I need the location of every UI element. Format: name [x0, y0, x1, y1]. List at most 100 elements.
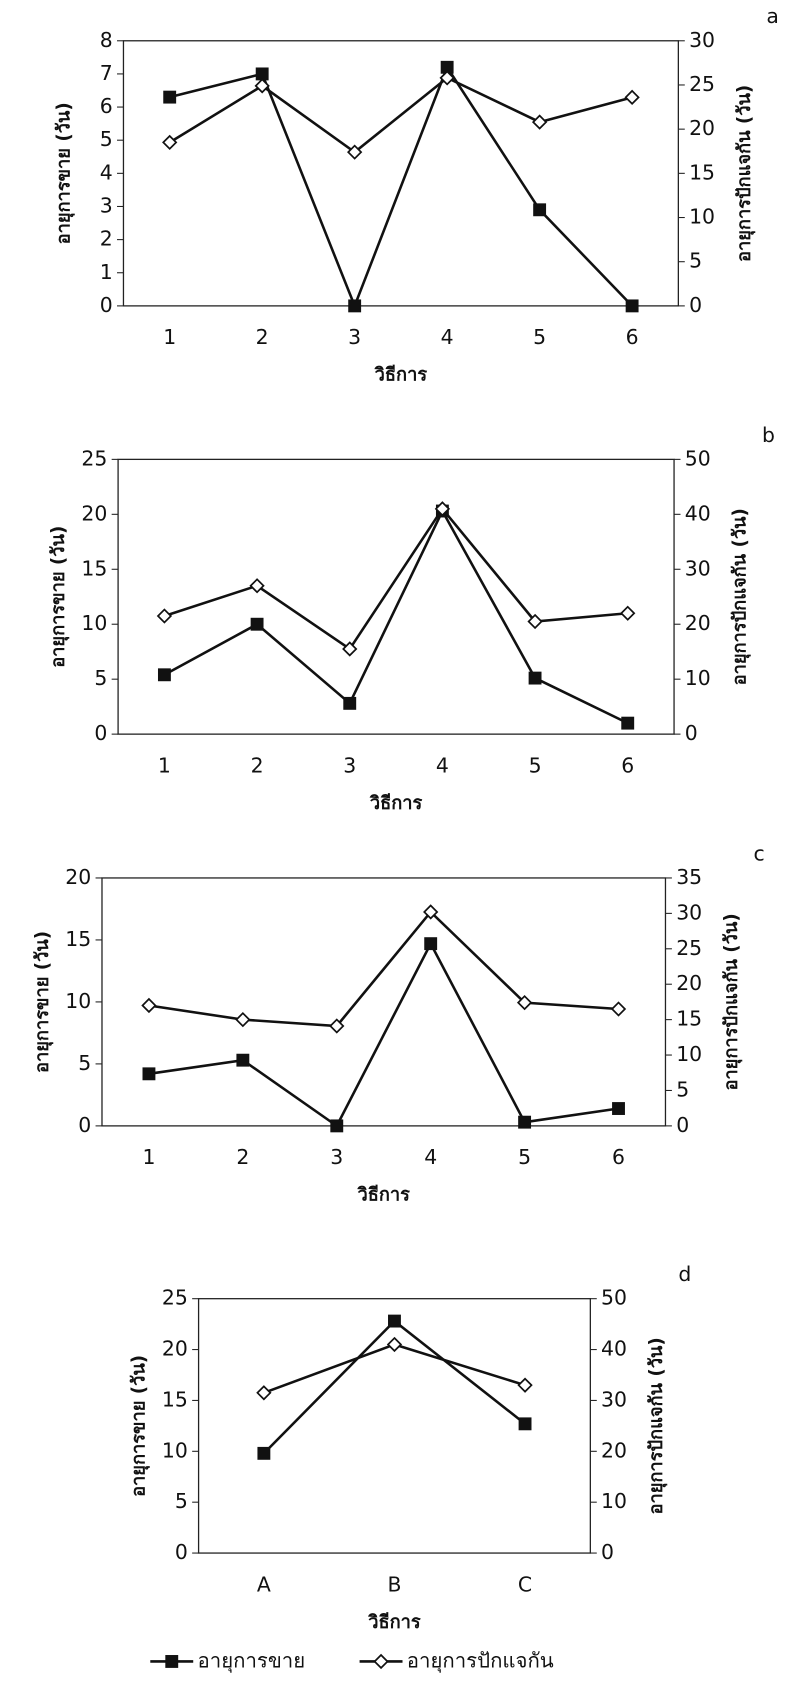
diamond-marker	[342, 641, 358, 657]
y-tick-label: 0	[175, 1540, 188, 1564]
y2-tick-label: 10	[685, 666, 711, 690]
series-line	[169, 76, 633, 154]
x-tick-label: 5	[518, 1145, 531, 1169]
y-tick-label: 5	[100, 127, 113, 151]
y2-axis-label: อายุการปักแจกัน (วัน)	[721, 913, 743, 1090]
y2-tick-label: 5	[689, 249, 702, 273]
y2-tick-label: 0	[601, 1540, 614, 1564]
square-marker	[388, 1314, 401, 1328]
diamond-marker	[249, 578, 265, 594]
y-tick-label: 1	[100, 260, 113, 284]
legend-label: อายุการปักแจกัน	[407, 1648, 554, 1673]
y-tick-label: 20	[162, 1337, 188, 1361]
square-marker	[533, 203, 547, 217]
series-line	[169, 64, 634, 310]
y-tick-label: 5	[78, 1051, 91, 1075]
square-marker	[142, 1067, 156, 1081]
x-axis-label: วิธีการ	[357, 1184, 410, 1206]
y2-tick-label: 10	[601, 1489, 627, 1513]
square-marker	[255, 67, 269, 81]
diamond-marker	[610, 1001, 627, 1017]
diamond-marker	[329, 1018, 345, 1034]
y-tick-label: 15	[162, 1387, 188, 1411]
y2-tick-label: 20	[601, 1438, 627, 1462]
y2-tick-label: 35	[676, 865, 702, 889]
y-axis-label: อายุการขาย (วัน)	[32, 931, 54, 1073]
x-tick-label: 5	[529, 753, 542, 777]
diamond-marker	[347, 144, 363, 160]
y2-tick-label: 20	[676, 971, 702, 995]
y-tick-label: 0	[94, 721, 107, 745]
x-tick-label: 1	[163, 325, 176, 349]
x-tick-label: C	[518, 1572, 532, 1596]
x-tick-label: 1	[158, 753, 171, 777]
diamond-marker	[439, 70, 455, 86]
y-tick-label: 6	[100, 94, 113, 118]
series-line	[163, 508, 629, 725]
square-marker	[518, 1417, 532, 1431]
legend-label: อายุการขาย	[198, 1648, 306, 1673]
y2-tick-label: 10	[689, 205, 715, 229]
y2-tick-label: 50	[601, 1286, 627, 1310]
y2-tick-label: 0	[676, 1113, 689, 1137]
y-tick-label: 2	[100, 227, 113, 251]
square-marker	[163, 90, 177, 104]
x-tick-label: 1	[142, 1145, 155, 1169]
square-marker	[348, 299, 362, 313]
panel-label: c	[753, 841, 764, 865]
y-tick-label: 15	[65, 927, 91, 951]
x-tick-label: 3	[330, 1145, 343, 1169]
x-tick-label: 2	[236, 1145, 249, 1169]
y2-tick-label: 15	[689, 160, 715, 184]
x-tick-label: 3	[348, 325, 361, 349]
diamond-marker	[423, 904, 439, 920]
series-line	[164, 506, 628, 651]
y-tick-label: 10	[65, 989, 91, 1013]
y-tick-label: 20	[81, 501, 107, 525]
square-marker	[157, 668, 171, 682]
y2-tick-label: 10	[676, 1042, 702, 1066]
y-tick-label: 8	[100, 28, 113, 52]
y2-tick-label: 30	[689, 28, 715, 52]
y2-axis-label: อายุการปักแจกัน (วัน)	[646, 1337, 668, 1514]
diamond-marker	[254, 78, 270, 94]
x-axis-label: วิธีการ	[367, 1611, 420, 1633]
y2-tick-label: 30	[685, 556, 711, 580]
diamond-marker	[373, 1653, 389, 1670]
x-tick-label: 3	[343, 753, 356, 777]
y-axis-label: อายุการขาย (วัน)	[48, 526, 70, 668]
diamond-marker	[235, 1011, 251, 1028]
panel-label: b	[762, 423, 775, 447]
diamond-marker	[527, 613, 543, 630]
diamond-marker	[531, 114, 548, 130]
square-marker	[236, 1053, 250, 1067]
y-axis-label: อายุการขาย (วัน)	[129, 1355, 151, 1497]
square-marker	[625, 299, 639, 313]
x-tick-label: 6	[626, 325, 639, 349]
x-tick-label: B	[387, 1572, 401, 1596]
y2-tick-label: 40	[601, 1337, 627, 1361]
x-tick-label: 5	[533, 325, 546, 349]
y-tick-label: 10	[81, 611, 107, 635]
square-marker	[250, 617, 264, 631]
y2-tick-label: 0	[689, 293, 702, 317]
y-tick-label: 0	[100, 293, 113, 317]
y-tick-label: 5	[175, 1489, 188, 1513]
y-tick-label: 4	[100, 160, 113, 184]
y2-tick-label: 20	[689, 116, 715, 140]
y-tick-label: 5	[94, 666, 107, 690]
x-tick-label: 4	[424, 1145, 437, 1169]
series-line	[148, 940, 619, 1128]
y-tick-label: 0	[78, 1113, 91, 1137]
y2-tick-label: 40	[685, 501, 711, 525]
x-axis-label: วิธีการ	[374, 364, 427, 386]
diamond-marker	[156, 608, 173, 624]
diamond-marker	[386, 1336, 403, 1353]
diamond-marker	[162, 134, 178, 151]
y-tick-label: 25	[81, 446, 107, 470]
x-tick-label: A	[257, 1572, 271, 1596]
y2-tick-label: 15	[676, 1007, 702, 1031]
series-line	[148, 910, 619, 1028]
